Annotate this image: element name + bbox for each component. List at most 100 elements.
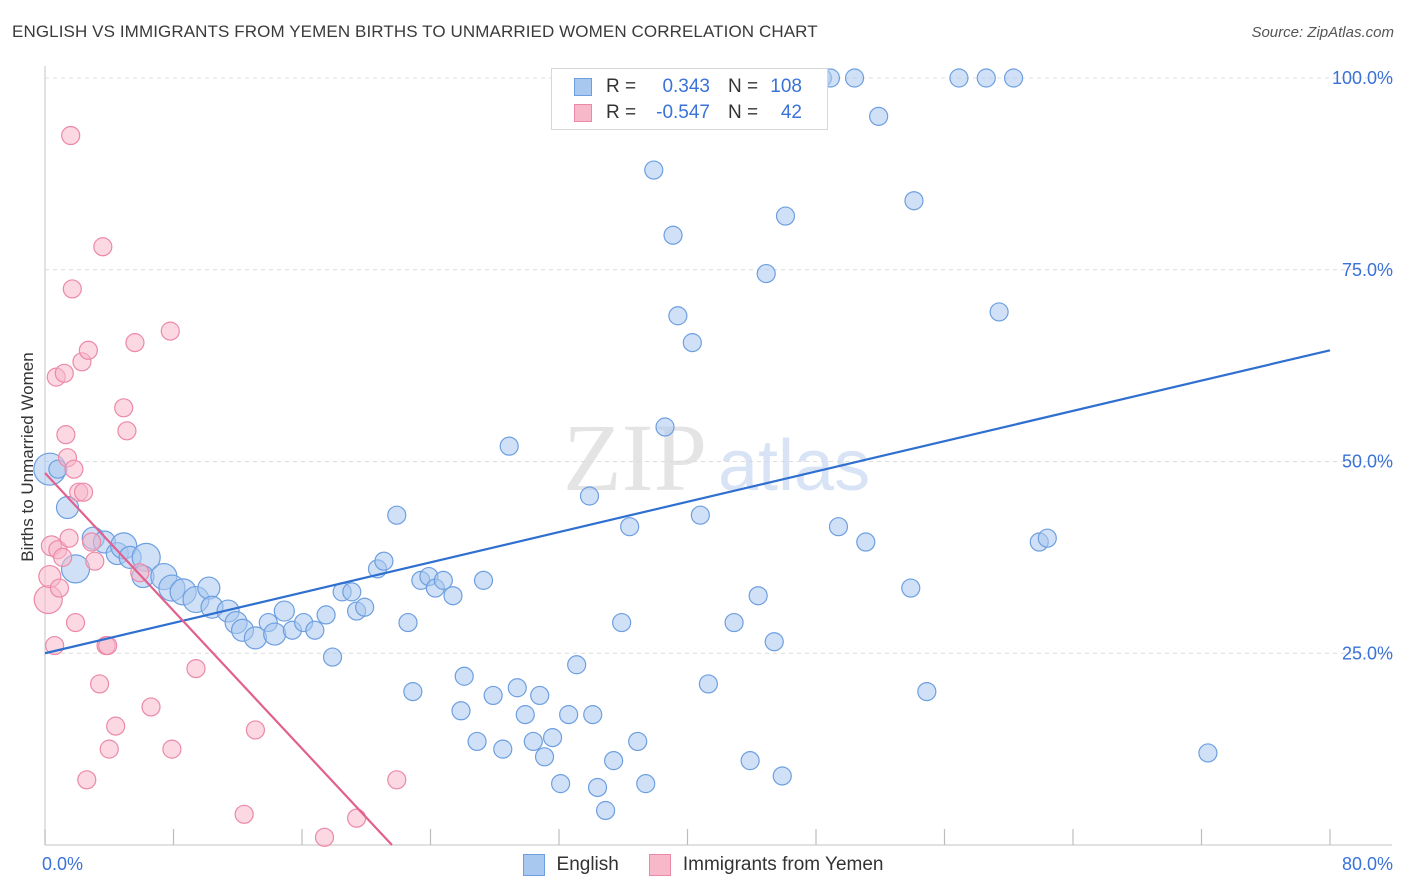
legend-r-value-yemen: -0.547 xyxy=(656,102,710,123)
english-point-67 xyxy=(636,774,656,794)
yemen-point-37 xyxy=(234,804,254,824)
english-point-74 xyxy=(698,674,718,694)
yemen-point-33 xyxy=(141,697,161,717)
english-point-69 xyxy=(655,417,675,437)
english-point-82 xyxy=(775,206,796,226)
yemen-point-30 xyxy=(117,421,137,441)
legend-n-value-yemen: 42 xyxy=(780,102,802,123)
yemen-point-7 xyxy=(53,547,73,567)
english-point-47 xyxy=(483,685,503,706)
english-point-46 xyxy=(473,570,494,590)
english-point-28 xyxy=(322,647,343,667)
yemen-point-18 xyxy=(73,482,94,502)
english-point-48 xyxy=(493,739,513,759)
english-point-45 xyxy=(467,731,487,752)
english-point-49 xyxy=(499,436,519,456)
legend-n-label-english: N = xyxy=(728,76,759,97)
yemen-point-41 xyxy=(387,770,407,790)
trendline-yemen xyxy=(44,472,393,846)
english-point-70 xyxy=(663,225,683,245)
english-point-50 xyxy=(507,678,527,698)
english-point-36 xyxy=(398,612,418,633)
series-legend-label-yemen: Immigrants from Yemen xyxy=(682,854,884,875)
yemen-point-12 xyxy=(61,125,81,146)
series-legend-swatch-english xyxy=(522,854,545,876)
english-point-94 xyxy=(989,302,1009,322)
english-point-22 xyxy=(263,622,287,646)
series-yemen xyxy=(33,125,407,847)
english-point-15 xyxy=(197,576,221,600)
english-point-73 xyxy=(690,505,710,525)
english-point-86 xyxy=(844,68,865,88)
english-point-92 xyxy=(949,68,969,88)
english-point-35 xyxy=(387,505,407,525)
series-legend-swatch-yemen xyxy=(648,854,671,876)
english-point-98 xyxy=(1198,743,1218,763)
grid-layer xyxy=(45,77,1392,654)
english-point-72 xyxy=(682,333,702,353)
tick-labels: 25.0% 50.0% 75.0% 100.0% 0.0% 80.0% xyxy=(42,68,1393,874)
yemen-point-29 xyxy=(114,398,134,418)
english-point-55 xyxy=(542,728,563,748)
english-point-44 xyxy=(454,666,474,686)
english-point-91 xyxy=(917,681,937,702)
yemen-point-35 xyxy=(160,321,180,341)
english-point-27 xyxy=(316,605,336,625)
watermark-atlas: atlas xyxy=(718,426,870,506)
english-point-62 xyxy=(595,800,616,821)
english-point-52 xyxy=(523,731,543,752)
legend-row-yemen: R = -0.547 N = 42 xyxy=(574,100,802,126)
y-tick-label-25: 25.0% xyxy=(1342,643,1393,663)
chart-source: Source: ZipAtlas.com xyxy=(1251,24,1394,41)
yemen-point-34 xyxy=(162,739,182,759)
stats-legend: R = 0.343 N = 108 R = -0.547 N = 42 xyxy=(551,68,828,130)
yemen-point-27 xyxy=(99,739,119,759)
yemen-point-13 xyxy=(62,279,82,299)
english-point-75 xyxy=(724,612,744,633)
yemen-point-6 xyxy=(49,578,70,598)
english-point-81 xyxy=(772,766,792,786)
english-point-66 xyxy=(628,731,648,752)
english-point-61 xyxy=(587,777,608,798)
series-legend-english[interactable]: English xyxy=(522,854,619,876)
yemen-point-31 xyxy=(125,333,145,353)
yemen-point-28 xyxy=(106,716,126,736)
yemen-point-38 xyxy=(245,720,266,740)
yemen-point-26 xyxy=(98,635,118,656)
legend-swatch-english xyxy=(574,78,592,96)
english-point-57 xyxy=(559,705,579,725)
english-point-80 xyxy=(764,632,784,652)
series-legend-yemen[interactable]: Immigrants from Yemen xyxy=(648,854,884,876)
yemen-point-22 xyxy=(85,551,105,571)
x-tick-label-0: 0.0% xyxy=(42,854,83,874)
yemen-point-14 xyxy=(64,459,84,479)
trendlines xyxy=(44,349,1331,846)
y-axis-label: Births to Unmarried Women xyxy=(18,352,37,562)
english-point-97 xyxy=(1037,528,1057,548)
legend-n-value-english: 108 xyxy=(770,76,802,97)
yemen-point-21 xyxy=(81,532,102,552)
english-point-56 xyxy=(551,774,571,794)
yemen-point-24 xyxy=(93,237,113,257)
yemen-point-23 xyxy=(90,674,110,694)
english-point-89 xyxy=(901,578,921,598)
english-point-42 xyxy=(443,586,463,606)
english-point-93 xyxy=(976,68,996,88)
english-point-53 xyxy=(530,685,550,706)
english-point-71 xyxy=(668,306,688,326)
x-tick-label-80: 80.0% xyxy=(1342,854,1393,874)
english-point-78 xyxy=(748,586,768,606)
english-point-95 xyxy=(1003,68,1024,88)
yemen-point-36 xyxy=(186,658,206,679)
chart-title: ENGLISH VS IMMIGRANTS FROM YEMEN BIRTHS … xyxy=(12,22,818,41)
legend-n-label-yemen: N = xyxy=(728,102,759,123)
english-point-43 xyxy=(451,701,471,721)
english-point-88 xyxy=(869,106,889,126)
english-point-65 xyxy=(620,517,640,537)
yemen-point-20 xyxy=(78,340,98,360)
english-point-58 xyxy=(567,655,587,675)
english-point-26 xyxy=(305,620,325,640)
legend-row-english: R = 0.343 N = 108 xyxy=(574,74,802,100)
y-tick-label-100: 100.0% xyxy=(1332,68,1393,88)
